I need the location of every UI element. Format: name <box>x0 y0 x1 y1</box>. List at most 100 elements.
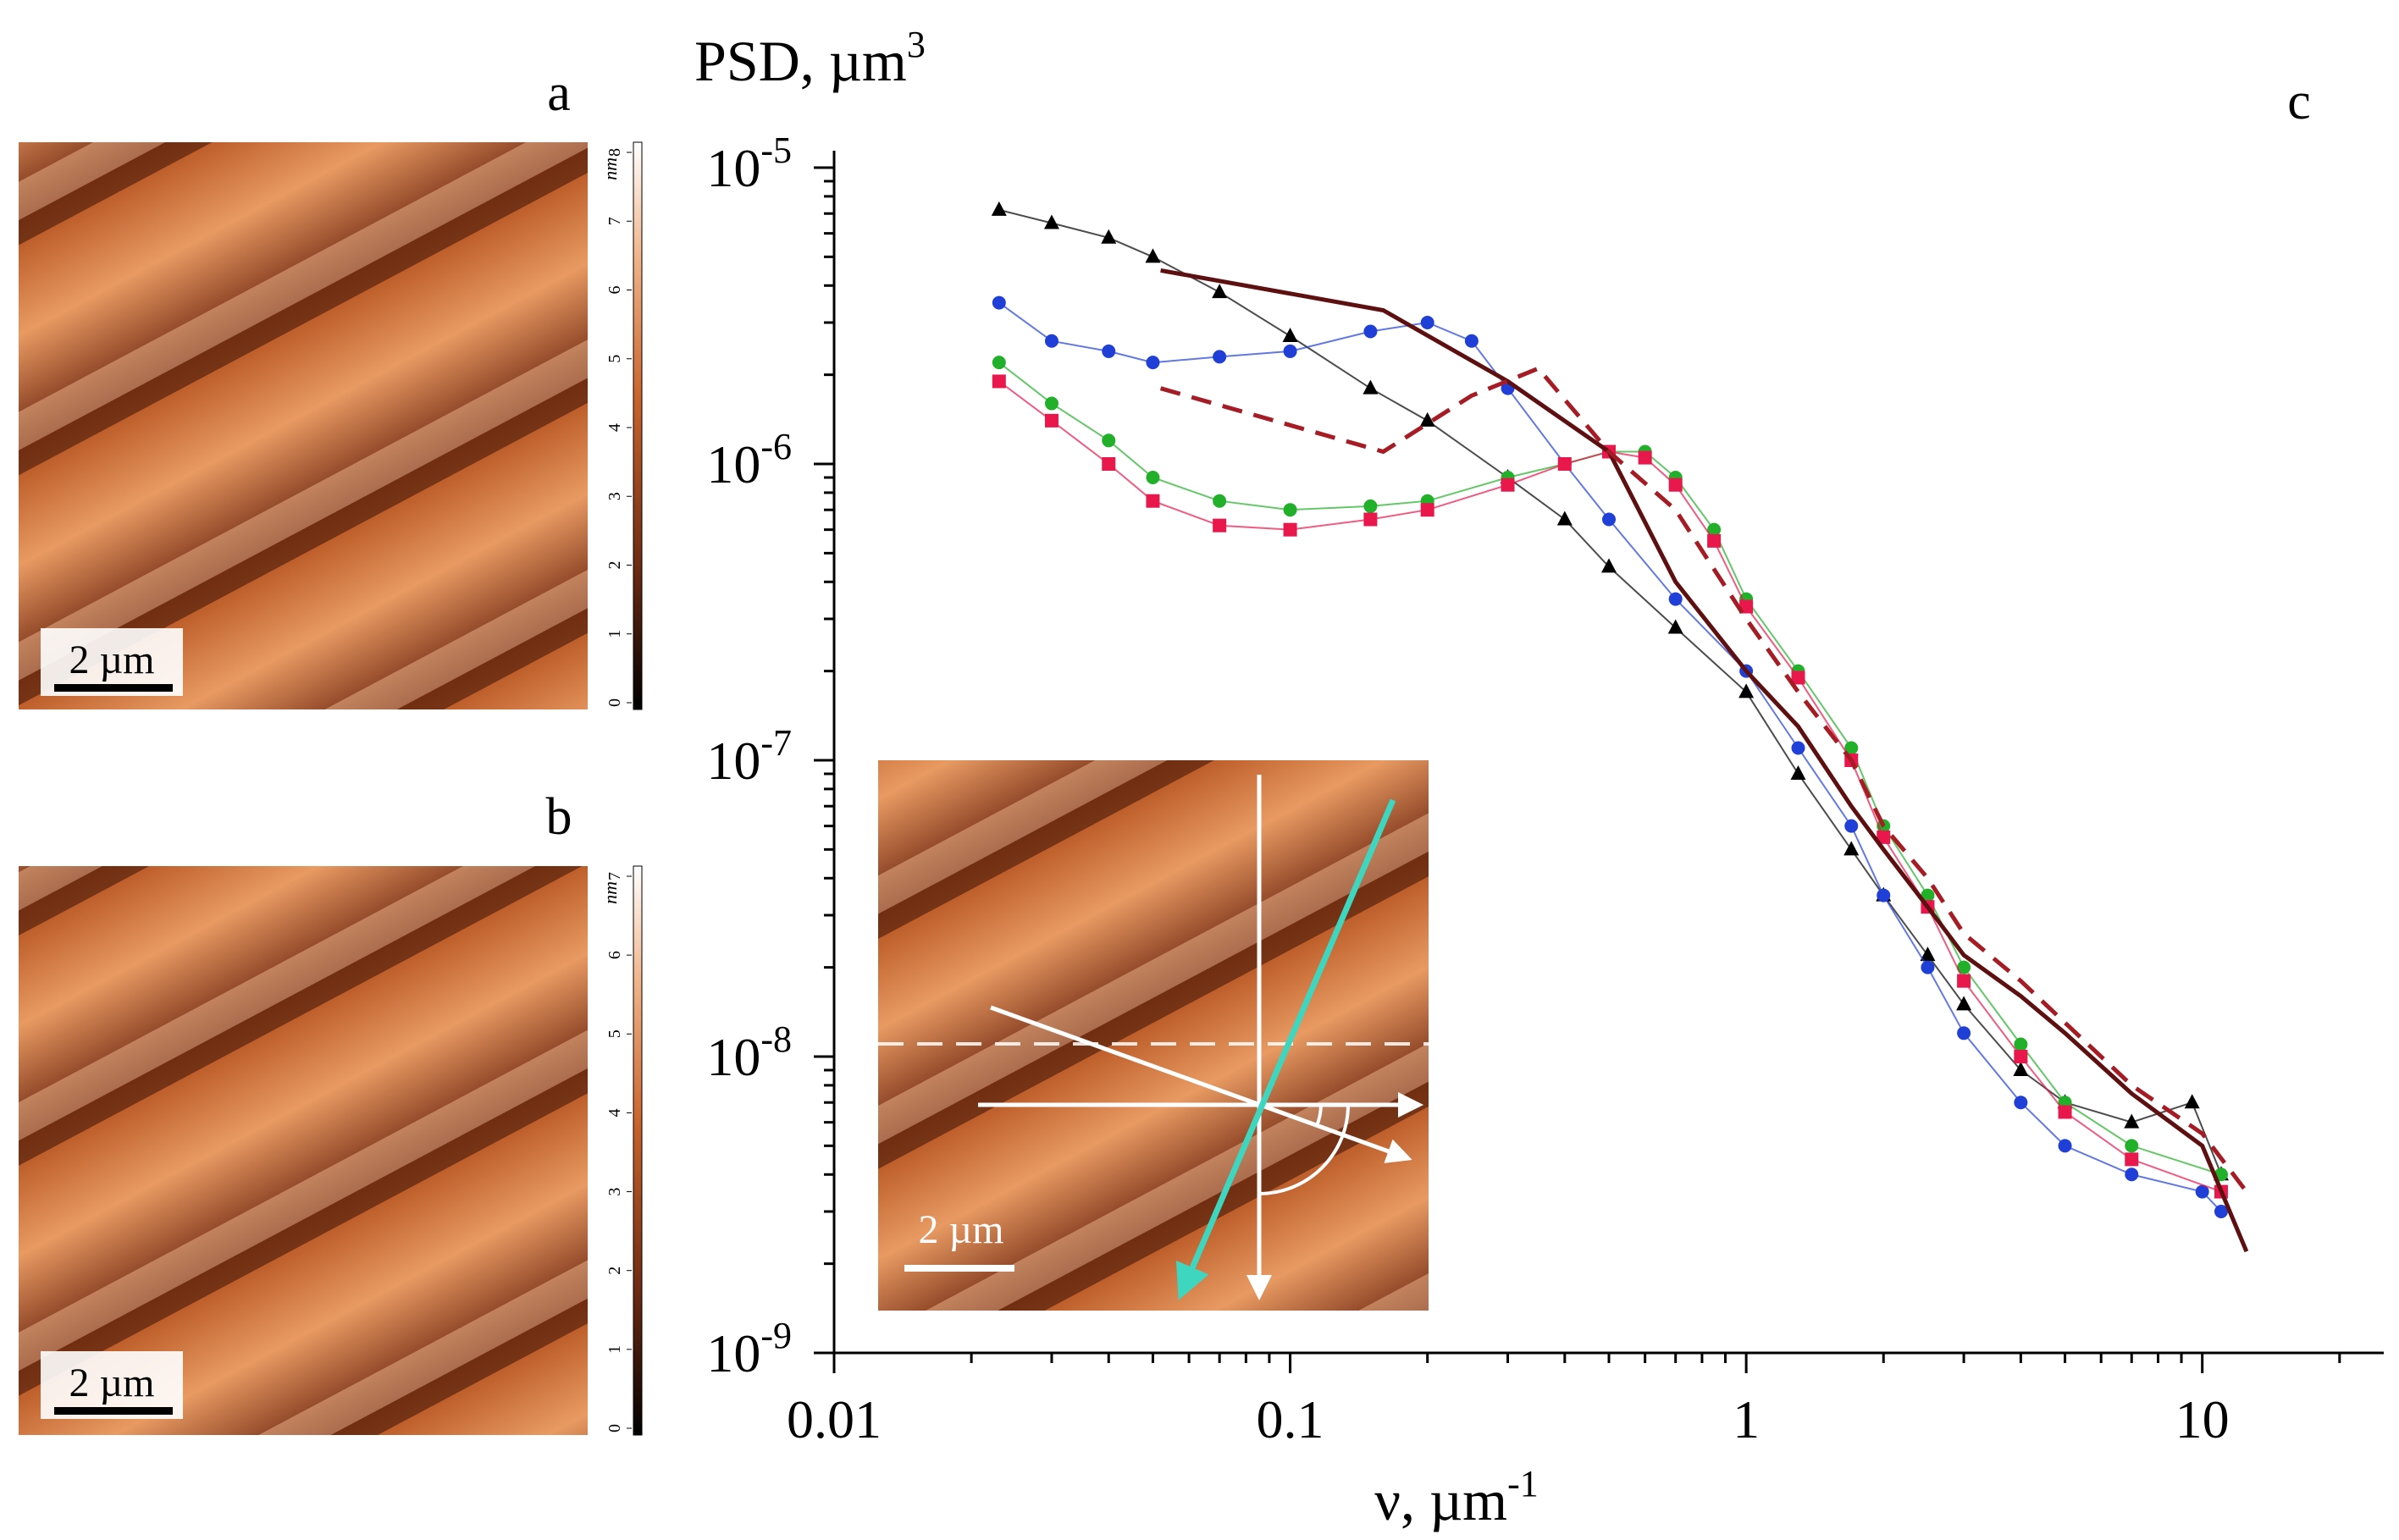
data-point <box>1843 841 1860 856</box>
data-point <box>1877 830 1891 844</box>
data-point <box>1707 533 1722 548</box>
y-tick-label: 10-6 <box>706 426 792 494</box>
data-point <box>992 295 1006 310</box>
colorbar-unit-a: nm <box>600 157 621 180</box>
data-point <box>1921 888 1935 902</box>
data-point <box>1146 356 1160 370</box>
colorbar-tick-label: 7 <box>605 872 624 880</box>
panel-c-label: c <box>2287 73 2311 130</box>
colorbar-tick-label: 3 <box>605 1188 624 1196</box>
inset-scalebar <box>904 1265 1014 1272</box>
colorbar-tick-label: 8 <box>605 148 624 157</box>
colorbar-tick-label: 2 <box>605 1267 624 1275</box>
data-point <box>1920 947 1936 962</box>
data-point <box>2125 1139 2139 1153</box>
data-point <box>1146 494 1160 508</box>
colorbar-tick-label: 4 <box>605 423 624 432</box>
series-layer <box>991 201 2249 1253</box>
colorbar-ticks-a: 0 1 2 3 4 5 6 7 8 <box>605 148 632 707</box>
y-tick-label: 10-5 <box>706 130 792 198</box>
data-point <box>1601 558 1617 573</box>
inset: 2 µm <box>878 760 1429 1311</box>
series-blue-circles <box>992 295 2228 1219</box>
inset-angle-arc-small <box>1315 1104 1323 1127</box>
data-point <box>1668 592 1683 606</box>
data-point <box>992 356 1006 370</box>
data-point <box>2058 1105 2072 1119</box>
data-point <box>1668 477 1683 492</box>
data-point <box>992 374 1006 389</box>
data-point <box>2125 1152 2139 1167</box>
scalebar-label-a: 2 µm <box>69 638 155 682</box>
data-point <box>1464 334 1479 348</box>
data-point <box>1791 741 1805 755</box>
series-red-squares <box>992 374 2228 1199</box>
data-point <box>1363 324 1378 339</box>
data-point <box>1283 344 1297 358</box>
series-dark-red-solid <box>1160 268 2249 1253</box>
panel-a: a 2 µm nm 0 1 2 3 4 5 6 7 8 <box>19 64 643 710</box>
data-point <box>1921 960 1935 974</box>
y-tick-label: 10-8 <box>706 1018 792 1087</box>
data-point <box>1101 229 1117 244</box>
colorbar-tick-label: 7 <box>605 217 624 225</box>
x-tick-label: 0.1 <box>1257 1389 1324 1449</box>
data-point <box>1212 284 1228 299</box>
data-point <box>1102 457 1116 471</box>
data-point <box>1602 512 1616 527</box>
colorbar-tick-label: 0 <box>605 698 624 707</box>
colorbar-tick-label: 1 <box>605 1345 624 1354</box>
data-point <box>1363 512 1378 527</box>
data-point <box>1102 433 1116 448</box>
data-point <box>2013 1062 2029 1077</box>
afm-image-a <box>19 142 588 709</box>
data-point <box>2214 1205 2228 1219</box>
data-point <box>1102 344 1116 358</box>
colorbar-tick-label: 0 <box>605 1424 624 1432</box>
colorbar-tick-label: 5 <box>605 355 624 363</box>
series-connector <box>998 362 2222 1176</box>
data-point <box>2125 1167 2139 1182</box>
inset-afm-image <box>878 760 1429 1311</box>
colorbar-a <box>633 141 643 710</box>
data-point <box>1844 819 1859 833</box>
data-point <box>1844 741 1859 755</box>
colorbar-tick-label: 6 <box>605 286 624 295</box>
data-point <box>1501 477 1515 492</box>
panel-b-label: b <box>546 788 572 846</box>
data-point <box>1557 457 1572 471</box>
inset-scalebar-label: 2 µm <box>919 1207 1004 1252</box>
y-tick-label: 10-7 <box>706 722 792 791</box>
data-point <box>2124 1113 2140 1129</box>
data-point <box>1419 411 1435 427</box>
data-point <box>1957 960 1971 974</box>
data-point <box>2014 1037 2028 1052</box>
data-point <box>2014 1050 2028 1063</box>
data-point <box>2184 1094 2200 1109</box>
colorbar-tick-label: 2 <box>605 561 624 570</box>
scalebar-b <box>54 1407 173 1415</box>
scalebar-a <box>54 684 173 692</box>
colorbar-tick-label: 6 <box>605 951 624 959</box>
afm-image-b <box>19 866 588 1435</box>
x-tick-label: 10 <box>2175 1389 2230 1449</box>
series-connector <box>998 380 2222 1193</box>
inset-step-arrow <box>1175 798 1396 1300</box>
series-line <box>1160 268 2249 1253</box>
series-black-triangles <box>991 201 2229 1181</box>
y-tick-label: 10-9 <box>706 1315 792 1383</box>
data-point <box>1283 503 1297 517</box>
data-point <box>1044 396 1059 411</box>
colorbar-tick-label: 3 <box>605 492 624 500</box>
data-point <box>1044 334 1059 348</box>
data-point <box>2195 1184 2209 1199</box>
data-point <box>1791 671 1805 685</box>
x-axis-label: ν, µm-1 <box>1374 1463 1538 1532</box>
data-point <box>1146 471 1160 485</box>
data-point <box>1957 974 1971 988</box>
series-dark-red-dashed <box>1159 366 2248 1194</box>
scalebar-label-b: 2 µm <box>69 1361 155 1405</box>
data-point <box>1707 522 1722 537</box>
data-point <box>1790 765 1806 781</box>
data-point <box>1420 503 1434 517</box>
